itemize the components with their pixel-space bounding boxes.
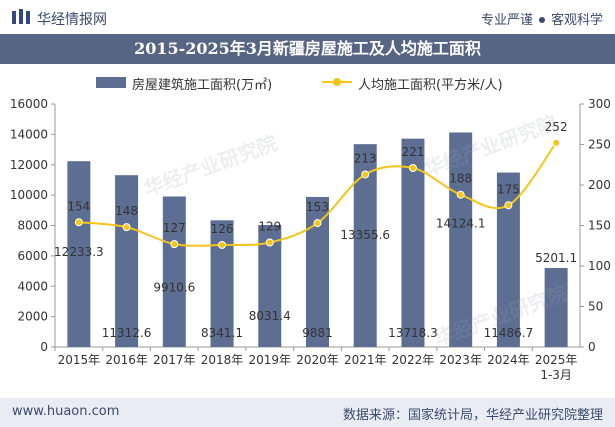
line-value-label: 252 xyxy=(545,120,568,134)
bar xyxy=(115,175,139,347)
x-tick-label: 2017年 xyxy=(153,353,196,367)
footer-source: 数据来源：国家统计局，华经产业研究院整理 xyxy=(342,408,603,423)
line-point xyxy=(122,223,131,232)
top-bar: 华经情报网 专业严谨 客观科学 xyxy=(0,0,615,34)
y-left-tick-label: 8000 xyxy=(17,219,48,233)
y-left-tick-label: 2000 xyxy=(17,310,48,324)
bar xyxy=(544,268,568,347)
line-value-label: 175 xyxy=(497,182,520,196)
bar xyxy=(496,172,520,347)
y-right-tick-label: 200 xyxy=(588,178,611,192)
line-value-label: 213 xyxy=(354,151,377,165)
line-point xyxy=(408,163,417,172)
bar xyxy=(306,196,329,347)
y-right-tick-label: 150 xyxy=(588,219,611,233)
y-right-tick-label: 50 xyxy=(588,300,603,314)
line-point xyxy=(313,219,322,228)
line-value-label: 148 xyxy=(115,204,138,218)
x-tick-label: 2023年 xyxy=(439,353,482,367)
line-value-label: 221 xyxy=(402,145,425,159)
bar-value-label: 12233.3 xyxy=(54,245,104,259)
y-right-tick-label: 0 xyxy=(588,340,596,354)
x-tick-label: 2016年 xyxy=(105,353,148,367)
brand-tags: 专业严谨 客观科学 xyxy=(481,9,603,28)
footer-site: www.huaon.com xyxy=(12,404,120,419)
bar-value-label: 11486.7 xyxy=(484,326,534,340)
legend-bar-swatch xyxy=(96,77,126,88)
line-point xyxy=(218,240,227,249)
x-tick-label: 1-3月 xyxy=(540,368,572,382)
line-value-label: 154 xyxy=(67,199,90,213)
y-left-tick-label: 6000 xyxy=(17,249,48,263)
bar xyxy=(67,161,91,347)
line-value-label: 188 xyxy=(449,172,472,186)
bar-value-label: 8031.4 xyxy=(249,309,291,323)
line-value-label: 153 xyxy=(306,200,329,214)
bar-value-label: 11312.6 xyxy=(102,326,152,340)
separator-dot-icon xyxy=(538,16,545,23)
x-tick-label: 2021年 xyxy=(344,353,387,367)
bar xyxy=(353,144,377,347)
bar xyxy=(210,220,234,347)
line-point xyxy=(361,170,370,179)
line-value-label: 129 xyxy=(258,220,281,234)
x-tick-label: 2024年 xyxy=(487,353,530,367)
y-left-tick-label: 16000 xyxy=(10,97,48,111)
y-right-tick-label: 100 xyxy=(588,259,611,273)
bar xyxy=(401,138,425,347)
chart-title: 2015-2025年3月新疆房屋施工及人均施工面积 xyxy=(0,34,615,64)
bar xyxy=(449,132,473,347)
tag-professional: 专业严谨 xyxy=(480,13,533,28)
y-left-tick-label: 10000 xyxy=(10,188,48,202)
line-point xyxy=(552,138,561,147)
x-tick-label: 2018年 xyxy=(201,353,244,367)
x-tick-label: 2020年 xyxy=(296,353,339,367)
legend-line-label: 人均施工面积(平方米/人) xyxy=(358,78,503,93)
bar-value-label: 5201.1 xyxy=(535,251,577,265)
bar xyxy=(162,196,186,347)
line-point xyxy=(74,218,83,227)
footer-bar: www.huaon.com 数据来源：国家统计局，华经产业研究院整理 xyxy=(0,398,615,427)
brand-name: 华经情报网 xyxy=(37,12,107,28)
chart-legend: 房屋建筑施工面积(万㎡) 人均施工面积(平方米/人) xyxy=(0,72,615,93)
line-point xyxy=(265,238,274,247)
line-point xyxy=(504,201,513,210)
tag-objective: 客观科学 xyxy=(550,13,603,28)
line-point xyxy=(170,240,179,249)
y-right-tick-label: 300 xyxy=(588,97,611,111)
bar-value-label: 9910.6 xyxy=(153,280,195,294)
bar-value-label: 13718.3 xyxy=(388,326,438,340)
line-point xyxy=(456,190,465,199)
x-tick-label: 2025年 xyxy=(535,353,578,367)
line-value-label: 126 xyxy=(211,222,234,236)
y-left-tick-label: 14000 xyxy=(10,127,48,141)
y-left-tick-label: 12000 xyxy=(10,158,48,172)
legend-bar-label: 房屋建筑施工面积(万㎡) xyxy=(132,78,273,93)
huajing-logo-icon xyxy=(12,9,30,24)
y-right-tick-label: 250 xyxy=(588,138,611,152)
line-value-label: 127 xyxy=(163,221,186,235)
bar-value-label: 13355.6 xyxy=(340,228,390,242)
y-left-tick-label: 0 xyxy=(40,340,48,354)
bar xyxy=(258,225,282,347)
bar-value-label: 8341.1 xyxy=(201,326,243,340)
y-left-tick-label: 4000 xyxy=(17,279,48,293)
x-tick-label: 2015年 xyxy=(58,353,101,367)
bar-value-label: 14124.1 xyxy=(436,216,486,230)
chart-plot: 0 2000 4000 6000 8000 10000 12000 14000 16000 0 50… xyxy=(10,97,611,382)
bar-value-label: 9881 xyxy=(302,326,333,340)
x-tick-label: 2019年 xyxy=(248,353,291,367)
x-tick-label: 2022年 xyxy=(392,353,435,367)
legend-line-marker xyxy=(333,78,341,86)
